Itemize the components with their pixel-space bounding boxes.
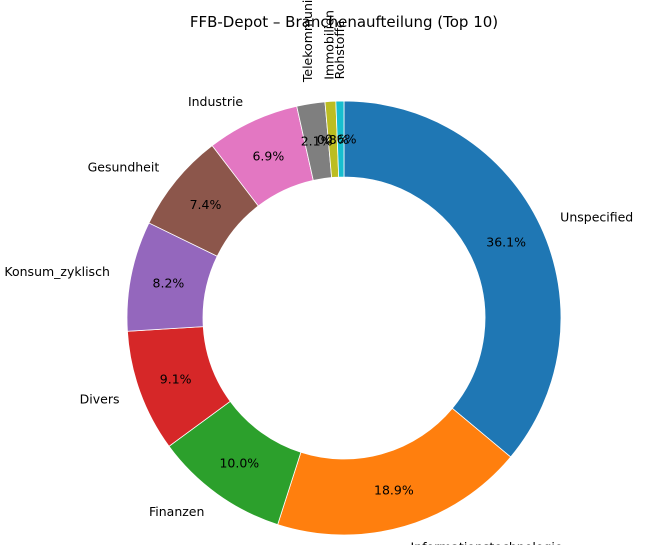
- pct-label-informationstechnologie: 18.9%: [374, 482, 414, 497]
- category-label-konsum-zyklisch: Konsum_zyklisch: [4, 264, 109, 279]
- pct-label-unspecified: 36.1%: [486, 235, 526, 250]
- category-label-telekommunikation: Telekommunikation: [300, 0, 315, 83]
- category-label-unspecified: Unspecified: [560, 209, 633, 224]
- category-label-divers: Divers: [80, 392, 120, 407]
- category-label-immobilien: Immobilien: [322, 10, 337, 80]
- labels-group: 36.1% Unspecified 18.9% Informationstechnol…: [4, 0, 633, 545]
- category-label-industrie: Industrie: [188, 94, 243, 109]
- category-label-finanzen: Finanzen: [149, 504, 204, 519]
- slices-group: [126, 100, 562, 536]
- chart-title: FFB-Depot – Branchenaufteilung (Top 10): [190, 13, 498, 31]
- pct-label-divers: 9.1%: [160, 371, 192, 386]
- pct-label-konsum-zyklisch: 8.2%: [153, 276, 185, 291]
- pct-label-gesundheit: 7.4%: [190, 197, 222, 212]
- slice-unspecified: [343, 100, 562, 458]
- pct-label-finanzen: 10.0%: [219, 456, 259, 471]
- category-label-gesundheit: Gesundheit: [88, 159, 160, 174]
- pct-label-rohstoffe: 0.6%: [325, 132, 357, 147]
- pct-label-immobilien: 0.8%: [317, 132, 349, 147]
- pct-label-industrie: 6.9%: [252, 148, 284, 163]
- category-label-rohstoffe: Rohstoffe: [332, 20, 347, 79]
- pct-label-telekommunikation: 2.1%: [301, 134, 333, 149]
- category-label-informationstechnologie: Informationstechnologie: [411, 540, 563, 545]
- slice-rohstoffe: [335, 100, 345, 178]
